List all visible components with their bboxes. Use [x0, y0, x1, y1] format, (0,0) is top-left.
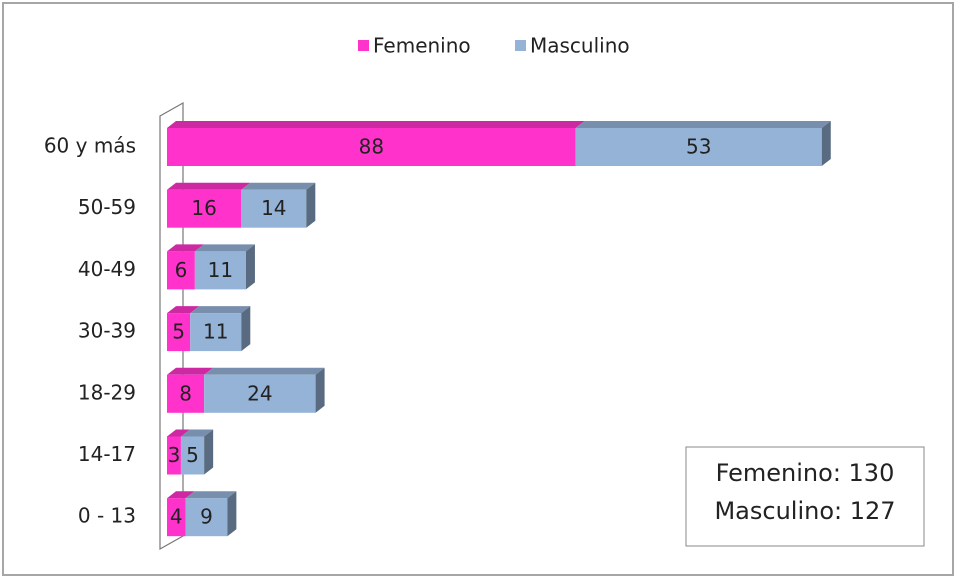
bar-top: [167, 429, 190, 437]
bar-top: [167, 244, 204, 252]
data-label: 5: [172, 320, 185, 344]
bar-side: [306, 182, 316, 228]
data-label: 5: [186, 443, 199, 467]
bar-side: [204, 429, 214, 475]
data-label: 88: [359, 135, 384, 159]
data-label: 11: [208, 258, 233, 282]
bar-side: [821, 121, 831, 166]
y-tick-label: 40-49: [78, 257, 136, 281]
y-tick-label: 14-17: [78, 442, 136, 466]
bar: [185, 498, 228, 537]
bar: [241, 189, 307, 228]
bar: [167, 189, 242, 228]
data-label: 11: [203, 320, 228, 344]
bar: [167, 498, 186, 537]
y-tick-label: 60 y más: [44, 134, 136, 158]
y-tick-label: 50-59: [78, 195, 136, 219]
data-label: 53: [686, 135, 711, 159]
bar-top: [204, 367, 325, 375]
bar-top: [167, 306, 200, 314]
y-tick-label: 18-29: [78, 380, 136, 404]
annotation: Masculino: 127: [714, 497, 895, 525]
data-label: 24: [247, 381, 272, 405]
bar: [180, 436, 205, 475]
data-label: 4: [170, 505, 183, 529]
legend-swatch: [515, 40, 526, 51]
bar-side: [227, 491, 237, 537]
bar: [167, 128, 576, 166]
bar-side: [241, 306, 251, 352]
bar: [167, 436, 181, 475]
legend-label: Femenino: [373, 34, 471, 58]
data-label: 6: [175, 258, 188, 282]
bar-top: [167, 367, 214, 375]
data-label: 8: [179, 381, 192, 405]
bar-top: [167, 182, 251, 190]
y-tick-label: 0 - 13: [78, 504, 136, 528]
legend-swatch: [358, 40, 369, 51]
bar: [167, 374, 205, 413]
data-label: 16: [191, 196, 216, 220]
bar: [167, 251, 195, 290]
bar: [194, 251, 246, 290]
bar-top: [180, 429, 214, 437]
bar: [190, 313, 242, 352]
bar: [167, 313, 191, 352]
bar-top: [190, 306, 251, 314]
annotation-box: [685, 446, 925, 547]
annotation: Femenino: 130: [716, 459, 895, 487]
bar: [204, 374, 316, 413]
bar-top: [167, 491, 195, 499]
bar: [575, 128, 822, 166]
bar-top: [194, 244, 255, 252]
bar-top: [167, 121, 585, 128]
bar-top: [241, 182, 316, 190]
data-label: 9: [200, 505, 213, 529]
data-label: 14: [261, 196, 286, 220]
y-tick-label: 30-39: [78, 319, 136, 343]
data-label: 3: [168, 443, 181, 467]
bar-top: [575, 121, 831, 128]
bar-top: [185, 491, 237, 499]
legend-label: Masculino: [530, 34, 630, 58]
bar-side: [315, 367, 325, 413]
bar-side: [245, 244, 255, 290]
